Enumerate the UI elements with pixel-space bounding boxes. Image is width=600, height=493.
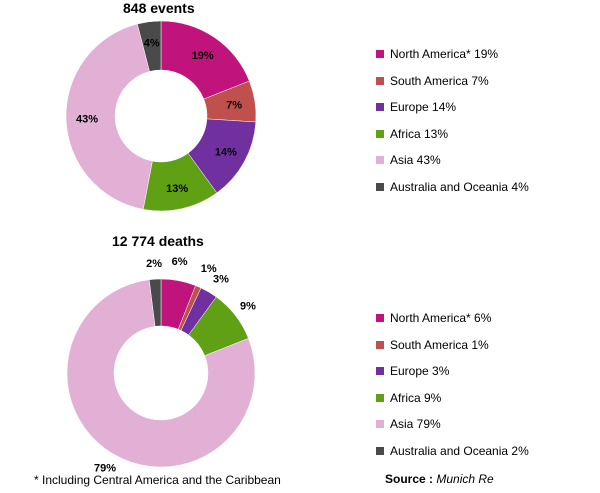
label-deaths-europe: 3%: [213, 273, 229, 285]
legend-swatch: [376, 340, 384, 349]
slice-events-australia-oceania: [137, 20, 162, 72]
legend-item-events-asia: Asia 43%: [376, 147, 529, 174]
legend-item-events-europe: Europe 14%: [376, 94, 529, 121]
label-deaths-asia: 79%: [94, 463, 116, 475]
legend-item-events-africa: Africa 13%: [376, 121, 529, 148]
legend-swatch: [376, 156, 384, 165]
label-events-north-america: 19%: [192, 50, 214, 62]
slice-deaths-australia-oceania: [148, 278, 162, 327]
legend-item-deaths-europe: Europe 3%: [376, 358, 529, 385]
legend-swatch: [376, 367, 384, 376]
legend-label: South America 1%: [390, 337, 489, 352]
legend-item-events-australia-oceania: Australia and Oceania 4%: [376, 174, 529, 201]
legend-item-deaths-africa: Africa 9%: [376, 385, 529, 412]
legend-item-deaths-australia-oceania: Australia and Oceania 2%: [376, 438, 529, 465]
label-events-africa: 13%: [166, 183, 188, 195]
label-deaths-north-america: 6%: [172, 256, 188, 268]
legend-label: Australia and Oceania 4%: [390, 179, 529, 194]
legend-item-deaths-south-america: South America 1%: [376, 332, 529, 359]
legend-swatch: [376, 76, 384, 85]
legend-label: North America* 19%: [390, 47, 499, 62]
source-label: Source :: [385, 472, 434, 486]
legend-item-deaths-north-america: North America* 6%: [376, 305, 529, 332]
legend-label: Africa 9%: [390, 390, 442, 405]
legend-swatch: [376, 420, 384, 429]
label-deaths-south-america: 1%: [201, 263, 217, 275]
legend-item-deaths-asia: Asia 79%: [376, 411, 529, 438]
label-deaths-africa: 9%: [240, 301, 256, 313]
source-credit: Source : Munich Re: [385, 472, 494, 486]
legend-item-events-north-america: North America* 19%: [376, 41, 529, 68]
legend-swatch: [376, 103, 384, 112]
legend-events: North America* 19% South America 7% Europe…: [376, 41, 529, 200]
legend-label: Europe 14%: [390, 100, 457, 115]
legend-swatch: [376, 393, 384, 402]
slice-deaths-asia: [66, 279, 256, 468]
legend-label: Asia 43%: [390, 153, 441, 168]
legend-label: Asia 79%: [390, 417, 441, 432]
label-events-asia: 43%: [76, 113, 98, 125]
legend-deaths: North America* 6% South America 1% Europe …: [376, 305, 529, 464]
chart-title-events: 848 events: [123, 0, 195, 16]
chart-title-deaths: 12 774 deaths: [112, 233, 204, 249]
footnote: * Including Central America and the Cari…: [34, 473, 281, 487]
label-events-australia-oceania: 4%: [144, 38, 160, 50]
legend-label: Europe 3%: [390, 364, 450, 379]
legend-swatch: [376, 314, 384, 323]
legend-swatch: [376, 182, 384, 191]
legend-label: South America 7%: [390, 73, 489, 88]
legend-label: Africa 13%: [390, 126, 449, 141]
legend-swatch: [376, 446, 384, 455]
label-events-south-america: 7%: [226, 99, 242, 111]
legend-swatch: [376, 129, 384, 138]
legend-item-events-south-america: South America 7%: [376, 68, 529, 95]
source-name: Munich Re: [436, 472, 494, 486]
legend-label: North America* 6%: [390, 311, 492, 326]
legend-label: Australia and Oceania 2%: [390, 443, 529, 458]
slice-events-asia: [65, 23, 153, 210]
label-deaths-australia-oceania: 2%: [146, 258, 162, 270]
legend-swatch: [376, 50, 384, 59]
label-events-europe: 14%: [215, 147, 237, 159]
